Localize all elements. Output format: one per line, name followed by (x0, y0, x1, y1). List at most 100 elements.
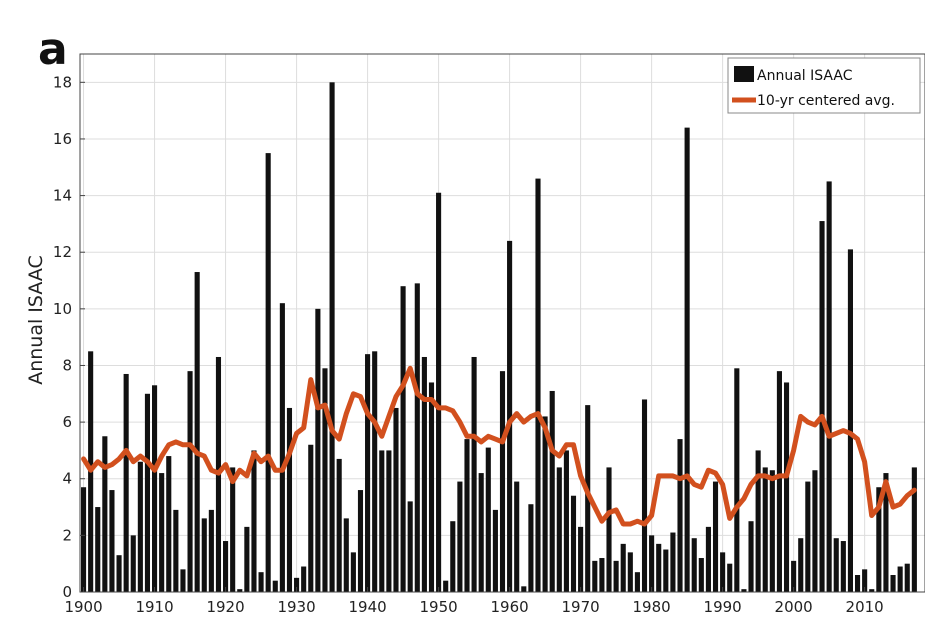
bar (911, 467, 917, 592)
y-tick-label: 14 (53, 187, 72, 205)
bar (80, 487, 87, 592)
y-tick-label: 6 (62, 413, 72, 431)
bar (535, 178, 541, 592)
bar (180, 569, 186, 592)
bar (549, 390, 555, 592)
bar (95, 507, 101, 592)
bar (883, 473, 889, 592)
bar (499, 371, 506, 592)
bar (159, 473, 165, 592)
grid-lines (80, 54, 925, 593)
bar (144, 393, 151, 592)
panel-letter: a (38, 24, 68, 75)
x-tick-label: 1990 (704, 598, 742, 616)
bar (663, 549, 669, 592)
bar (776, 371, 782, 592)
bar (343, 518, 349, 592)
bar (386, 450, 392, 592)
bar (755, 450, 761, 592)
bar (492, 509, 498, 592)
bar (436, 192, 442, 592)
bar (308, 444, 314, 592)
legend-line-label: 10-yr centered avg. (757, 93, 895, 109)
bar (869, 589, 875, 592)
bar (670, 532, 676, 592)
bar (329, 82, 335, 592)
y-tick-label: 18 (53, 73, 72, 91)
bar (457, 481, 463, 592)
y-axis-ticks: 0 2 4 6 8 10 12 14 16 18 (53, 73, 85, 601)
bar (428, 382, 435, 592)
x-tick-label: 1930 (277, 598, 315, 616)
bar (109, 490, 115, 592)
bar (847, 249, 853, 592)
bar (102, 436, 108, 592)
x-axis-ticks: 1900 1910 1920 1930 1940 1950 1960 1970 1980 1990… (64, 587, 884, 616)
bar (258, 572, 264, 592)
bar (620, 543, 626, 592)
bar (705, 526, 711, 592)
bar (286, 407, 293, 592)
y-tick-label: 12 (53, 243, 72, 261)
bar (507, 240, 513, 592)
y-tick-label: 0 (62, 583, 72, 601)
x-tick-label: 1910 (135, 598, 173, 616)
bar (521, 586, 527, 592)
bar-series (80, 82, 917, 592)
bar (734, 368, 740, 592)
bar (641, 399, 648, 592)
bar (350, 552, 356, 592)
bar (798, 538, 804, 592)
bar (599, 558, 605, 592)
bar (130, 535, 136, 592)
bar (208, 509, 214, 592)
bar (152, 385, 158, 592)
bar (570, 495, 577, 592)
x-tick-label: 2010 (846, 598, 884, 616)
bar (634, 572, 640, 592)
bar (677, 439, 683, 592)
x-tick-label: 2000 (775, 598, 813, 616)
bar (478, 473, 484, 592)
bar (137, 461, 143, 592)
x-tick-label: 1940 (348, 598, 386, 616)
bar (514, 481, 520, 592)
bar (528, 504, 534, 592)
bar (400, 286, 406, 592)
bar (450, 521, 456, 592)
bar (720, 552, 726, 592)
bar (464, 439, 470, 592)
bar (173, 509, 179, 592)
bar (244, 526, 250, 592)
bar (833, 538, 839, 592)
bar (393, 407, 399, 592)
bar (748, 521, 754, 592)
bar (251, 450, 257, 592)
y-tick-label: 10 (53, 300, 72, 318)
bar (783, 382, 790, 592)
y-tick-label: 2 (62, 526, 72, 544)
bar (819, 221, 825, 592)
bar (123, 373, 129, 592)
bar (322, 368, 328, 592)
legend: Annual ISAAC 10-yr centered avg. (727, 57, 921, 114)
bar (407, 501, 413, 592)
bar (471, 356, 477, 592)
bar (272, 580, 278, 592)
x-tick-label: 1920 (206, 598, 244, 616)
bar (741, 589, 747, 592)
bar (691, 538, 697, 592)
bar (336, 458, 342, 592)
bar (194, 272, 200, 592)
bar (890, 575, 896, 592)
bar (357, 490, 364, 592)
bar (237, 589, 243, 592)
bar (294, 577, 300, 592)
plot-frame (79, 53, 925, 593)
y-tick-label: 8 (62, 356, 72, 374)
bar (862, 569, 868, 592)
bar (649, 535, 655, 592)
bar (379, 450, 385, 592)
bar (627, 552, 633, 592)
bar (854, 575, 861, 592)
